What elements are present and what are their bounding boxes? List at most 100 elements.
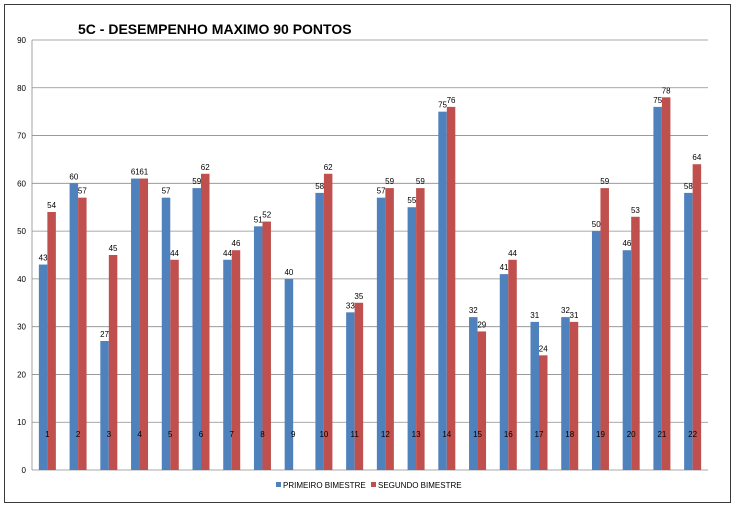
data-label: 32 [469, 306, 478, 315]
data-label: 78 [662, 86, 671, 95]
x-tick-label: 19 [596, 430, 605, 439]
bar-primeiro-1 [38, 264, 48, 470]
bar-segundo-5 [170, 259, 179, 470]
bar-segundo-6 [201, 173, 210, 470]
x-tick-label: 7 [230, 430, 235, 439]
bar-segundo-8 [262, 221, 271, 470]
x-tick-label: 8 [260, 430, 265, 439]
legend-swatch [371, 482, 376, 487]
data-label: 31 [530, 311, 539, 320]
y-tick-label: 70 [17, 132, 26, 141]
bar-segundo-15 [477, 331, 487, 470]
x-tick-label: 4 [137, 430, 142, 439]
data-label: 62 [324, 163, 333, 172]
y-tick-label: 30 [17, 323, 26, 332]
data-label: 52 [262, 211, 271, 220]
data-label: 27 [100, 330, 109, 339]
x-tick-label: 22 [688, 430, 697, 439]
bar-primeiro-9 [284, 278, 294, 470]
bar-primeiro-14 [438, 111, 447, 471]
chart-frame [4, 4, 731, 503]
bar-segundo-22 [692, 164, 702, 470]
data-label: 59 [416, 177, 425, 186]
bar-segundo-20 [631, 216, 640, 470]
bar-primeiro-12 [376, 197, 386, 470]
data-label: 44 [170, 249, 179, 258]
legend-label: SEGUNDO BIMESTRE [378, 481, 462, 490]
data-label: 76 [447, 96, 456, 105]
bar-segundo-1 [47, 212, 56, 470]
bar-segundo-11 [354, 302, 364, 470]
bar-primeiro-10 [315, 192, 324, 470]
y-tick-label: 60 [17, 179, 26, 188]
bar-segundo-2 [78, 197, 87, 470]
bar-segundo-18 [569, 321, 579, 470]
bar-segundo-17 [539, 355, 548, 470]
data-label: 59 [385, 177, 394, 186]
bar-primeiro-7 [223, 259, 232, 470]
y-axis-ticks: 0 10 20 30 40 50 60 70 80 90 [17, 36, 26, 475]
data-label: 43 [39, 254, 48, 263]
bar-segundo-14 [446, 106, 456, 470]
y-tick-label: 40 [17, 275, 26, 284]
data-label: 59 [192, 177, 201, 186]
data-label: 44 [223, 249, 232, 258]
bar-segundo-13 [416, 188, 425, 470]
y-tick-label: 80 [17, 84, 26, 93]
data-label: 45 [109, 244, 118, 253]
bar-primeiro-18 [561, 317, 570, 470]
bar-segundo-7 [231, 250, 241, 470]
data-label: 44 [508, 249, 517, 258]
bar-segundo-12 [385, 188, 394, 470]
bar-primeiro-16 [499, 274, 509, 470]
x-tick-label: 12 [381, 430, 390, 439]
data-label: 60 [69, 172, 78, 181]
data-label: 57 [377, 187, 386, 196]
x-tick-label: 16 [504, 430, 513, 439]
data-label: 35 [354, 292, 363, 301]
data-label: 64 [692, 153, 701, 162]
y-tick-label: 90 [17, 36, 26, 45]
data-label: 24 [539, 344, 548, 353]
bar-primeiro-21 [653, 106, 662, 470]
legend-label: PRIMEIRO BIMESTRE [283, 481, 366, 490]
bar-primeiro-22 [684, 192, 693, 470]
data-label: 41 [500, 263, 509, 272]
bar-primeiro-20 [622, 250, 632, 470]
x-tick-label: 3 [107, 430, 112, 439]
y-tick-label: 20 [17, 370, 26, 379]
bar-primeiro-3 [100, 341, 109, 470]
data-label: 57 [78, 187, 87, 196]
data-label: 57 [162, 187, 171, 196]
data-label: 58 [315, 182, 324, 191]
legend: PRIMEIRO BIMESTRE SEGUNDO BIMESTRE [276, 481, 462, 490]
x-tick-label: 2 [76, 430, 81, 439]
data-label: 50 [592, 220, 601, 229]
data-label: 40 [284, 268, 293, 277]
y-tick-label: 50 [17, 227, 26, 236]
bar-segundo-4 [139, 178, 149, 471]
bar-primeiro-19 [591, 231, 601, 470]
data-label: 46 [622, 239, 631, 248]
data-label: 53 [631, 206, 640, 215]
x-axis-ticks: 1 2 3 4 5 6 7 8 9 10 11 12 13 14 15 16 17 18 19 20 21 22 [45, 430, 697, 439]
x-tick-label: 11 [350, 430, 359, 439]
data-label: 59 [600, 177, 609, 186]
x-tick-label: 17 [535, 430, 544, 439]
bar-segundo-3 [108, 255, 118, 470]
data-label: 46 [232, 239, 241, 248]
data-label: 62 [201, 163, 210, 172]
chart-title: 5C - DESEMPENHO MAXIMO 90 PONTOS [78, 21, 352, 37]
data-label: 55 [407, 196, 416, 205]
data-label: 31 [570, 311, 579, 320]
x-tick-label: 6 [199, 430, 204, 439]
data-label: 61 [131, 168, 140, 177]
y-tick-label: 0 [22, 466, 27, 475]
data-label: 58 [684, 182, 693, 191]
bar-primeiro-5 [161, 197, 171, 470]
x-tick-label: 14 [442, 430, 451, 439]
x-tick-label: 10 [319, 430, 328, 439]
bar-segundo-10 [323, 173, 333, 470]
